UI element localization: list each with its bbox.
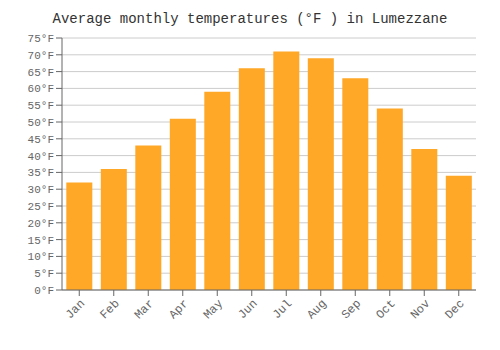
svg-text:Nov: Nov bbox=[408, 297, 433, 322]
svg-text:May: May bbox=[201, 297, 226, 322]
svg-text:40°F: 40°F bbox=[28, 151, 54, 163]
svg-text:Jan: Jan bbox=[63, 297, 88, 322]
svg-text:Dec: Dec bbox=[442, 297, 467, 322]
svg-text:25°F: 25°F bbox=[28, 201, 54, 213]
svg-text:5°F: 5°F bbox=[34, 268, 54, 280]
html-text:Average monthly temperatures (: Average monthly temperatures (°F ) in Lu… bbox=[52, 11, 448, 27]
svg-text:Oct: Oct bbox=[373, 297, 398, 322]
svg-text:75°F: 75°F bbox=[28, 33, 54, 45]
svg-text:10°F: 10°F bbox=[28, 251, 54, 263]
svg-text:70°F: 70°F bbox=[28, 50, 54, 62]
svg-text:35°F: 35°F bbox=[28, 167, 54, 179]
svg-text:Sep: Sep bbox=[339, 297, 364, 322]
svg-text:Jul: Jul bbox=[270, 297, 295, 322]
svg-text:45°F: 45°F bbox=[28, 134, 54, 146]
svg-text:Feb: Feb bbox=[97, 297, 122, 322]
svg-text:50°F: 50°F bbox=[28, 117, 54, 129]
svg-text:Mar: Mar bbox=[132, 297, 157, 322]
svg-text:20°F: 20°F bbox=[28, 218, 54, 230]
svg-text:65°F: 65°F bbox=[28, 67, 54, 79]
svg-text:0°F: 0°F bbox=[34, 285, 54, 297]
svg-text:15°F: 15°F bbox=[28, 235, 54, 247]
svg-text:Aug: Aug bbox=[304, 297, 329, 322]
svg-text:Jun: Jun bbox=[235, 297, 260, 322]
svg-text:55°F: 55°F bbox=[28, 100, 54, 112]
svg-text:60°F: 60°F bbox=[28, 83, 54, 95]
svg-text:Apr: Apr bbox=[166, 297, 191, 322]
svg-text:30°F: 30°F bbox=[28, 184, 54, 196]
